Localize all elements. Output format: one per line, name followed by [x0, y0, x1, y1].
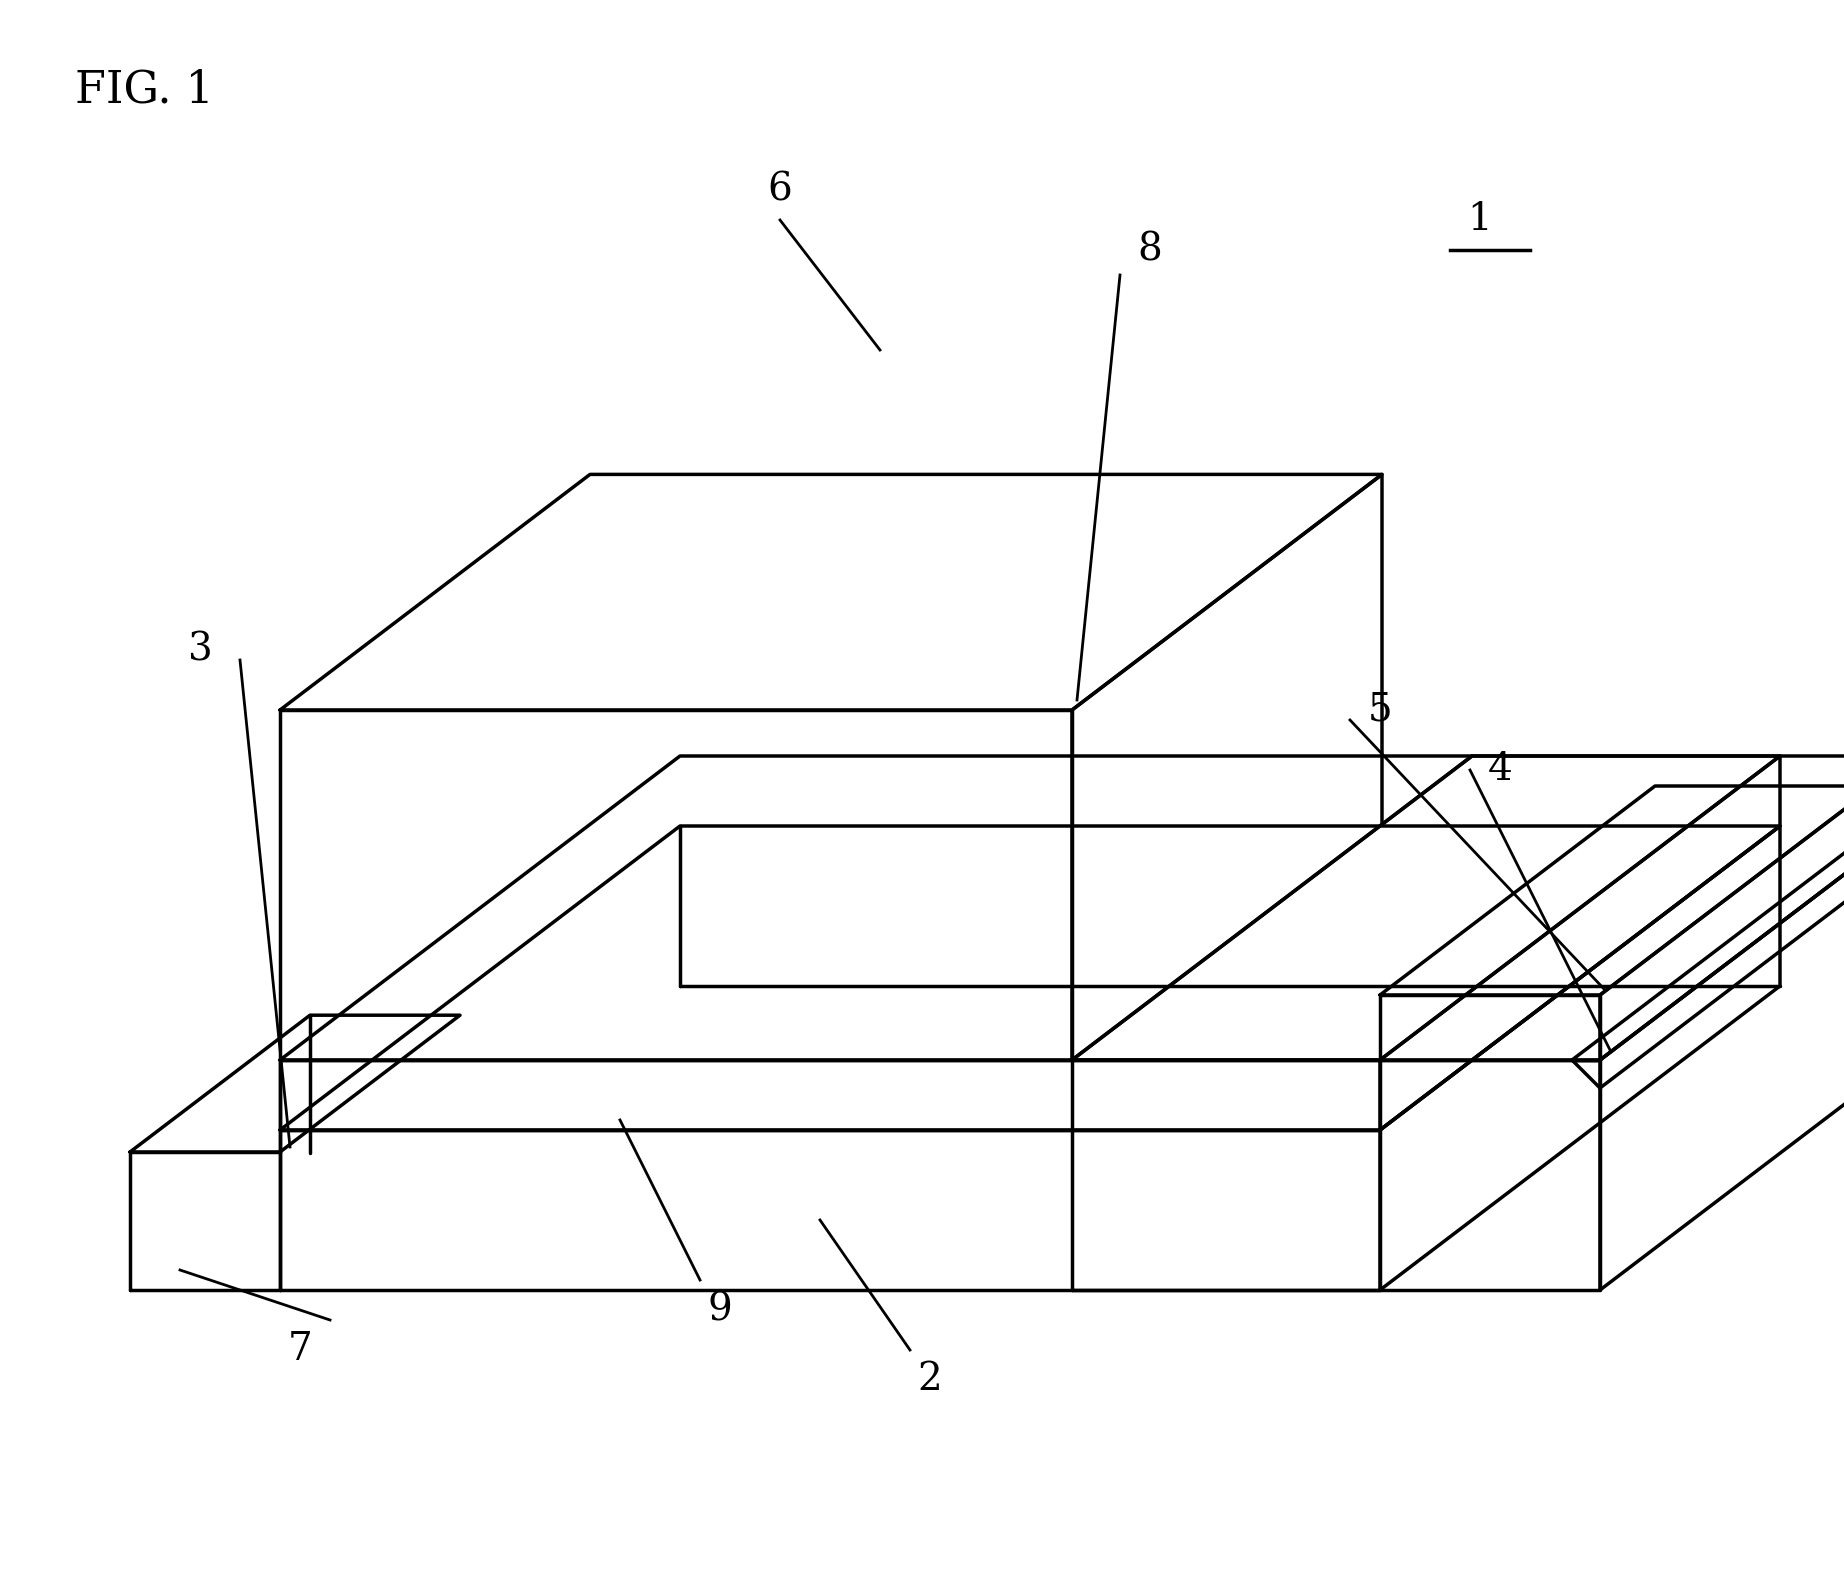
Text: 5: 5 [1368, 691, 1392, 728]
Text: 2: 2 [918, 1361, 942, 1399]
Text: 3: 3 [188, 631, 212, 669]
Text: 9: 9 [708, 1292, 732, 1328]
Text: 7: 7 [288, 1331, 312, 1369]
Text: FIG. 1: FIG. 1 [76, 69, 214, 111]
Text: 6: 6 [767, 171, 793, 209]
Text: 4: 4 [1488, 752, 1512, 788]
Text: 8: 8 [1138, 231, 1162, 268]
Text: 1: 1 [1468, 201, 1492, 239]
